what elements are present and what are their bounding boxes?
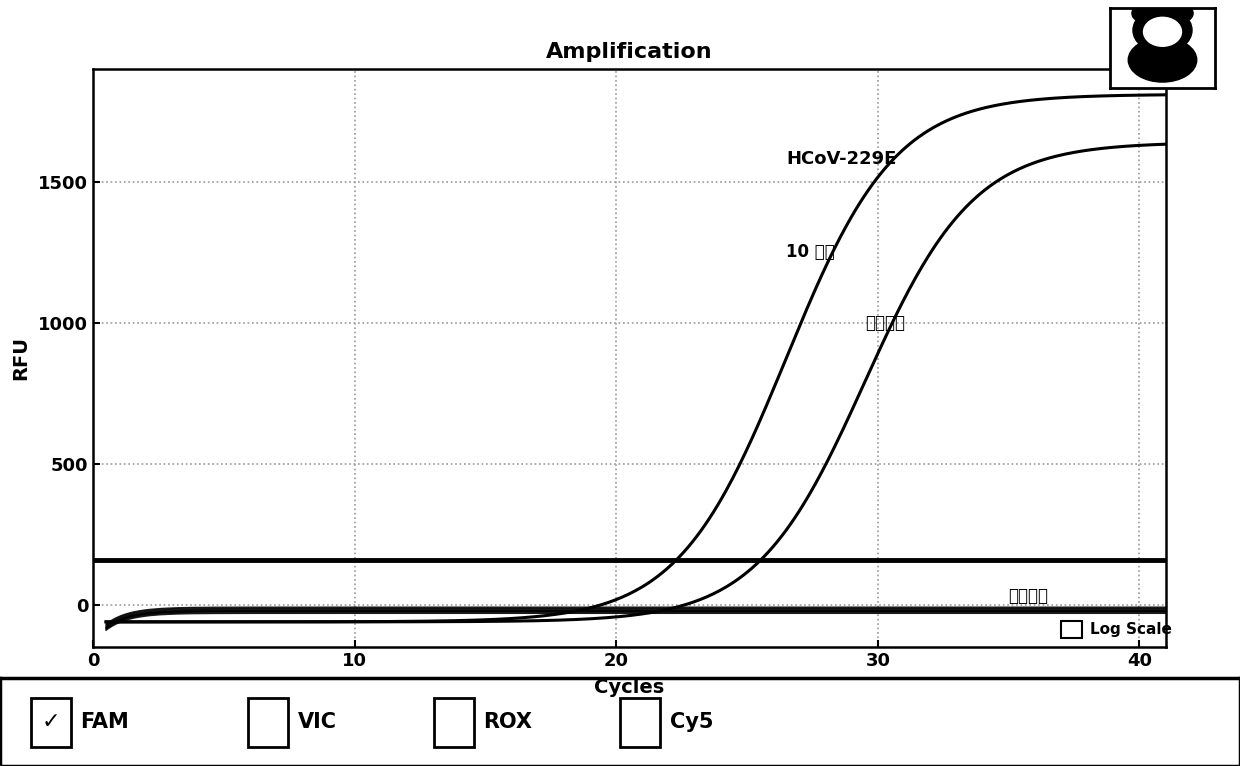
Y-axis label: RFU: RFU <box>11 336 30 380</box>
Text: 10 拷贝: 10 拷贝 <box>786 244 835 261</box>
Title: Amplification: Amplification <box>546 42 713 62</box>
FancyBboxPatch shape <box>620 698 660 747</box>
FancyBboxPatch shape <box>31 698 71 747</box>
Circle shape <box>1143 18 1182 46</box>
Circle shape <box>1132 5 1156 22</box>
Text: VIC: VIC <box>298 712 336 732</box>
Circle shape <box>1133 8 1192 53</box>
Text: FAM: FAM <box>81 712 129 732</box>
Text: 阳性质控: 阳性质控 <box>864 314 905 332</box>
Text: Cy5: Cy5 <box>670 712 713 732</box>
Ellipse shape <box>1128 38 1197 82</box>
Text: 阴性质控: 阴性质控 <box>1008 588 1049 605</box>
Text: HCoV-229E: HCoV-229E <box>786 150 897 169</box>
Text: ROX: ROX <box>484 712 533 732</box>
Text: Log Scale: Log Scale <box>1090 622 1172 637</box>
Text: ✓: ✓ <box>41 712 61 732</box>
X-axis label: Cycles: Cycles <box>594 679 665 698</box>
FancyBboxPatch shape <box>248 698 288 747</box>
FancyBboxPatch shape <box>434 698 474 747</box>
Bar <box>1061 621 1081 638</box>
Circle shape <box>1169 5 1193 22</box>
